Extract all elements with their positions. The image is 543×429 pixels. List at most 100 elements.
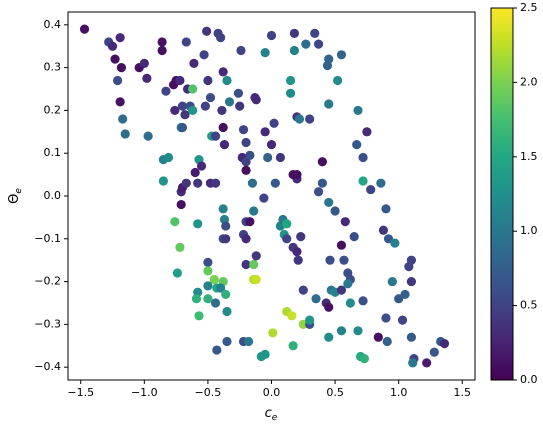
point: [324, 54, 334, 64]
point: [358, 176, 368, 186]
point: [313, 39, 324, 49]
point: [193, 178, 203, 188]
point: [343, 279, 353, 289]
point: [352, 140, 362, 150]
point: [157, 45, 167, 56]
x-tick-label: 1.5: [454, 386, 472, 399]
x-tick-label: 1.0: [390, 386, 408, 399]
point: [205, 92, 216, 103]
point: [142, 73, 152, 83]
point: [203, 294, 213, 304]
point: [387, 276, 397, 287]
point: [181, 178, 191, 188]
x-tick-label: 0.0: [263, 386, 281, 399]
point: [218, 67, 228, 77]
point: [251, 251, 261, 261]
point: [235, 101, 245, 111]
point: [189, 58, 199, 68]
point: [288, 341, 298, 351]
point: [241, 165, 251, 175]
point: [176, 199, 186, 210]
point: [298, 285, 308, 295]
point: [333, 75, 343, 86]
y-tick-label: 0.0: [44, 189, 62, 202]
colorbar-tick-label: 1.0: [520, 224, 538, 237]
x-tick-label: −1.5: [67, 386, 94, 399]
x-axis-label: ce: [265, 406, 278, 423]
point: [107, 41, 118, 51]
colorbar-tick-label: 0.0: [520, 373, 538, 386]
point: [406, 332, 417, 342]
y-label-base: Θ: [7, 194, 22, 204]
y-tick-label: −0.4: [34, 360, 61, 373]
point: [340, 217, 350, 227]
point: [353, 105, 363, 116]
point: [268, 328, 278, 338]
point: [196, 161, 207, 171]
point: [158, 176, 168, 186]
point: [115, 33, 125, 43]
point: [263, 152, 273, 163]
point: [269, 118, 279, 128]
point: [397, 315, 408, 325]
point: [378, 225, 389, 235]
x-label-base: c: [265, 406, 272, 421]
point: [390, 238, 400, 248]
point: [110, 54, 120, 64]
point: [221, 289, 231, 300]
point: [362, 127, 372, 137]
point: [238, 125, 249, 135]
x-tick-label: −1.0: [131, 386, 158, 399]
point: [188, 84, 198, 94]
point: [216, 33, 226, 43]
axes-frame: [67, 11, 476, 381]
point: [247, 178, 258, 188]
y-tick-label: −0.3: [34, 317, 61, 330]
point: [311, 294, 321, 304]
point: [289, 45, 299, 56]
point: [222, 75, 232, 86]
point: [190, 167, 200, 178]
point: [241, 234, 251, 244]
point: [249, 206, 259, 216]
point: [139, 58, 149, 68]
point: [259, 193, 269, 203]
point: [336, 326, 347, 336]
x-tick-label: −0.5: [195, 386, 222, 399]
x-label-sub: e: [272, 413, 278, 423]
point: [250, 92, 260, 103]
point: [244, 336, 254, 347]
point: [381, 204, 391, 214]
point: [406, 276, 417, 287]
x-tick-label: 0.5: [326, 386, 344, 399]
point: [301, 39, 311, 49]
point: [210, 131, 221, 141]
point: [203, 257, 213, 267]
point: [330, 206, 340, 216]
point: [422, 358, 432, 368]
point: [287, 311, 297, 321]
y-tick-label: 0.2: [44, 103, 62, 116]
point: [282, 234, 292, 244]
point: [260, 349, 270, 359]
point: [157, 37, 167, 47]
point: [219, 140, 230, 150]
colorbar-tick-label: 0.5: [520, 299, 538, 312]
point: [260, 127, 270, 137]
point: [222, 306, 232, 317]
point: [324, 197, 334, 208]
point: [289, 28, 299, 38]
point: [245, 150, 255, 160]
point: [203, 75, 213, 86]
point: [221, 234, 231, 244]
y-tick-label: −0.1: [34, 232, 61, 245]
point: [249, 259, 259, 270]
point: [172, 268, 182, 278]
point: [222, 336, 232, 347]
point: [324, 332, 334, 342]
point: [216, 283, 226, 293]
point: [324, 99, 334, 109]
point: [270, 178, 280, 188]
